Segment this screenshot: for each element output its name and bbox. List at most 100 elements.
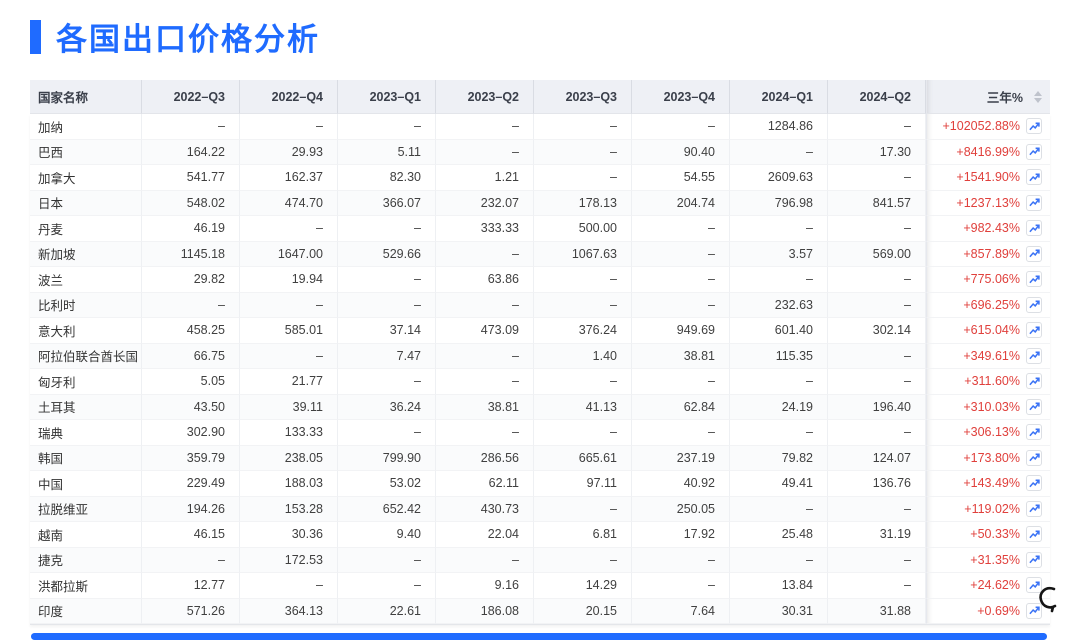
table-row: 比利时 – – – – – –232.63– +696.25% <box>30 292 1050 318</box>
column-header-quarter: 2023–Q4 <box>632 80 730 114</box>
trend-chart-button[interactable] <box>1026 220 1042 237</box>
country-cell: 波兰 <box>30 267 142 293</box>
value-cell: 796.98 <box>730 190 828 216</box>
value-cell: 46.15 <box>142 522 240 548</box>
value-cell: 949.69 <box>632 318 730 344</box>
value-cell: 40.92 <box>632 471 730 497</box>
country-cell: 土耳其 <box>30 394 142 420</box>
trend-chart-button[interactable] <box>1026 475 1042 492</box>
trend-chart-button[interactable] <box>1026 194 1042 211</box>
value-cell: 6.81 <box>534 522 632 548</box>
value-cell: 473.09 <box>436 318 534 344</box>
value-cell: – <box>436 547 534 573</box>
value-cell: 376.24 <box>534 318 632 344</box>
trend-up-icon <box>1028 402 1040 411</box>
value-cell: – <box>534 292 632 318</box>
table-row: 印度 571.26 364.13 22.61 186.08 20.15 7.64 30.31 3… <box>30 598 1050 624</box>
trend-up-icon <box>1028 224 1040 232</box>
change-value: +306.13% <box>963 425 1020 440</box>
value-cell: – <box>632 420 730 446</box>
trend-up-icon <box>1028 504 1040 513</box>
value-cell: 9.40 <box>338 522 436 548</box>
trend-up-icon <box>1028 122 1040 130</box>
trend-chart-button[interactable] <box>1026 526 1042 543</box>
value-cell: 63.86 <box>436 267 534 293</box>
value-cell: – <box>534 496 632 522</box>
export-price-table: 国家名称 2022–Q3 2022–Q4 2023–Q1 2023–Q2 2023–Q3 2… <box>30 80 1050 625</box>
trend-chart-button[interactable] <box>1026 169 1042 186</box>
trend-chart-button[interactable] <box>1026 373 1042 390</box>
change-cell: +8416.99% <box>926 139 1050 165</box>
value-cell: 153.28 <box>240 496 338 522</box>
change-value: +24.62% <box>970 578 1020 593</box>
title-accent-bar <box>30 19 41 54</box>
table-row: 丹麦 46.19– –333.33 500.00– – – +982.43% <box>30 216 1050 242</box>
table-row: 加纳 – – – – – –1284.86– +102052.88% <box>30 114 1050 140</box>
country-cell: 印度 <box>30 598 142 624</box>
value-cell: – <box>730 267 828 293</box>
value-cell: 62.11 <box>436 471 534 497</box>
table-row: 新加坡 1145.18 1647.00 529.66–1067.63–3.57 569.… <box>30 241 1050 267</box>
change-value: +143.49% <box>963 476 1020 491</box>
trend-chart-button[interactable] <box>1026 577 1042 594</box>
value-cell: – <box>142 114 240 140</box>
table-row: 瑞典 302.90 133.33– – – – – – +306.13% <box>30 420 1050 446</box>
trend-chart-button[interactable] <box>1026 271 1042 288</box>
value-cell: 164.22 <box>142 139 240 165</box>
value-cell: 49.41 <box>730 471 828 497</box>
trend-chart-button[interactable] <box>1026 602 1042 619</box>
trend-chart-button[interactable] <box>1026 551 1042 568</box>
trend-up-icon <box>1028 147 1040 156</box>
trend-chart-button[interactable] <box>1026 245 1042 262</box>
value-cell: 1647.00 <box>240 241 338 267</box>
value-cell: 7.47 <box>338 343 436 369</box>
country-cell: 洪都拉斯 <box>30 573 142 599</box>
value-cell: – <box>436 139 534 165</box>
change-value: +1237.13% <box>956 195 1020 210</box>
country-cell: 阿拉伯联合酋长国 <box>30 343 142 369</box>
value-cell: 82.30 <box>338 165 436 191</box>
trend-chart-button[interactable] <box>1026 398 1042 415</box>
value-cell: – <box>828 343 926 369</box>
column-header-quarter: 2022–Q3 <box>142 80 240 114</box>
trend-chart-button[interactable] <box>1026 296 1042 313</box>
country-cell: 中国 <box>30 471 142 497</box>
trend-chart-button[interactable] <box>1026 347 1042 364</box>
column-header-change[interactable]: 三年% <box>926 80 1050 114</box>
trend-chart-button[interactable] <box>1026 322 1042 339</box>
sort-icon[interactable] <box>1034 90 1042 103</box>
value-cell: – <box>436 420 534 446</box>
trend-chart-button[interactable] <box>1026 500 1042 517</box>
value-cell: – <box>436 343 534 369</box>
trend-chart-button[interactable] <box>1026 143 1042 160</box>
value-cell: 1145.18 <box>142 241 240 267</box>
value-cell: – <box>828 496 926 522</box>
value-cell: 366.07 <box>338 190 436 216</box>
horizontal-scrollbar[interactable] <box>31 633 1047 640</box>
value-cell: 364.13 <box>240 598 338 624</box>
trend-chart-button[interactable] <box>1026 449 1042 466</box>
value-cell: 25.48 <box>730 522 828 548</box>
value-cell: 17.92 <box>632 522 730 548</box>
value-cell: – <box>828 165 926 191</box>
value-cell: 5.11 <box>338 139 436 165</box>
trend-chart-button[interactable] <box>1026 424 1042 441</box>
change-cell: +0.69% <box>926 598 1050 624</box>
mouse-cursor-artifact <box>1036 585 1062 620</box>
value-cell: 799.90 <box>338 445 436 471</box>
value-cell: 585.01 <box>240 318 338 344</box>
value-cell: – <box>142 547 240 573</box>
country-cell: 瑞典 <box>30 420 142 446</box>
change-cell: +24.62% <box>926 573 1050 599</box>
trend-up-icon <box>1028 198 1040 207</box>
value-cell: 500.00 <box>534 216 632 242</box>
trend-up-icon <box>1028 428 1040 436</box>
value-cell: 529.66 <box>338 241 436 267</box>
value-cell: 66.75 <box>142 343 240 369</box>
change-cell: +1237.13% <box>926 190 1050 216</box>
value-cell: 665.61 <box>534 445 632 471</box>
value-cell: 53.02 <box>338 471 436 497</box>
change-cell: +349.61% <box>926 343 1050 369</box>
trend-chart-button[interactable] <box>1026 118 1042 135</box>
table-header-row: 国家名称 2022–Q3 2022–Q4 2023–Q1 2023–Q2 2023–Q3 2… <box>30 80 1050 114</box>
